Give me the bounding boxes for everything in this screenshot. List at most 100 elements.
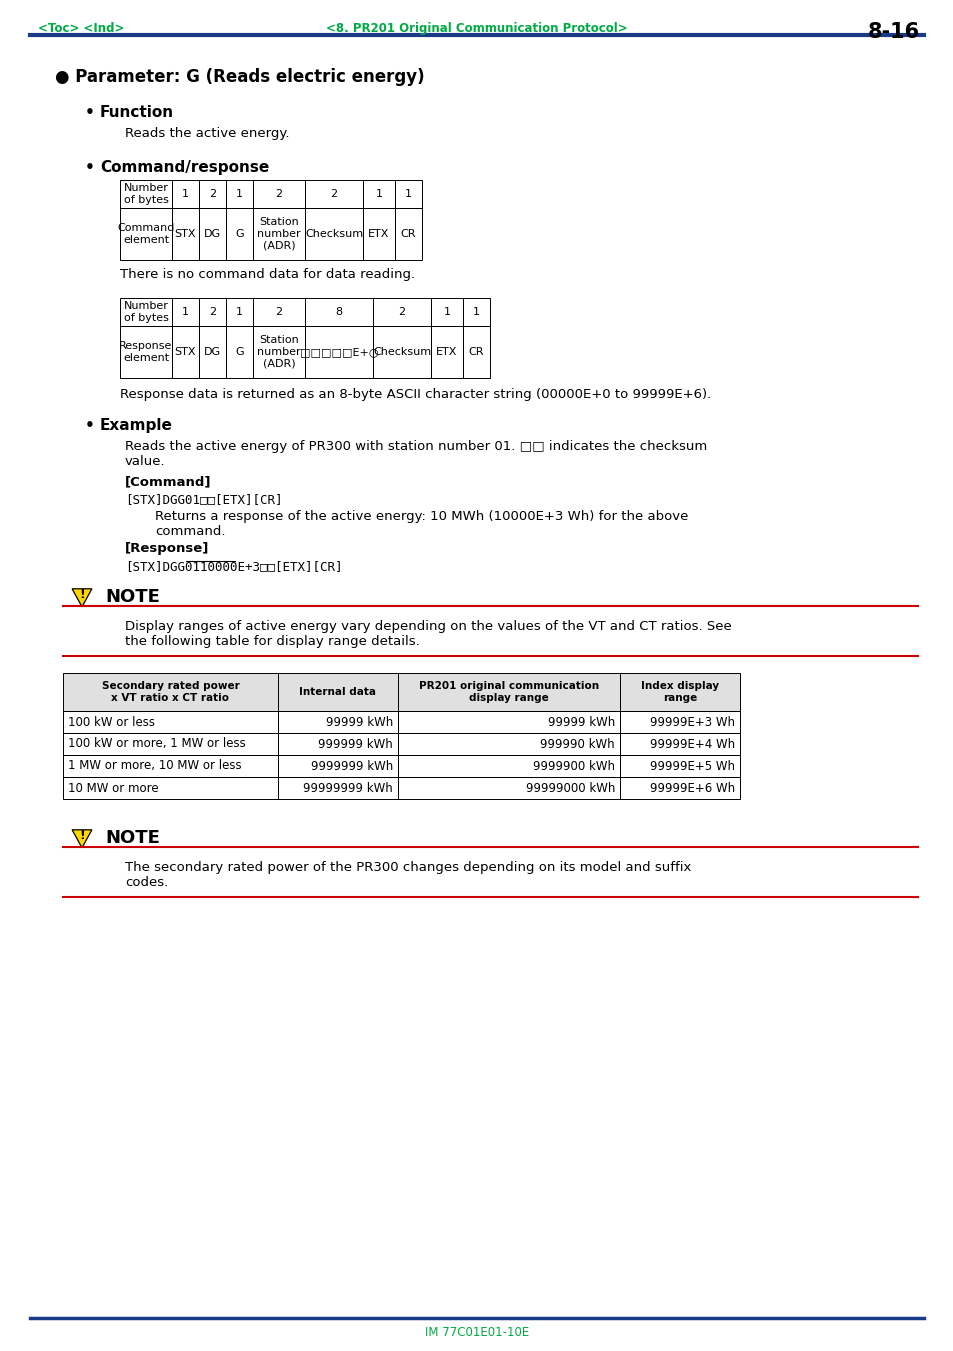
Text: 8-16: 8-16 xyxy=(867,22,919,42)
Bar xyxy=(395,180,421,208)
Text: Number
of bytes: Number of bytes xyxy=(124,301,169,323)
Text: [STX]DGG0110000E+3□□[ETX][CR]: [STX]DGG0110000E+3□□[ETX][CR] xyxy=(125,561,342,573)
Text: Response
element: Response element xyxy=(119,342,172,363)
Text: 99999000 kWh: 99999000 kWh xyxy=(525,781,615,794)
Text: CR: CR xyxy=(468,347,484,357)
Text: The secondary rated power of the PR300 changes depending on its model and suffix: The secondary rated power of the PR300 c… xyxy=(125,861,691,889)
Text: 9999900 kWh: 9999900 kWh xyxy=(533,759,615,773)
Text: 2: 2 xyxy=(398,307,405,317)
Text: NOTE: NOTE xyxy=(105,588,160,607)
Bar xyxy=(462,326,490,378)
Bar xyxy=(253,299,305,326)
Bar xyxy=(226,180,253,208)
Text: 2: 2 xyxy=(275,307,282,317)
Bar xyxy=(172,326,199,378)
Text: 2: 2 xyxy=(209,189,215,199)
Bar xyxy=(277,777,397,798)
Bar xyxy=(305,180,363,208)
Bar xyxy=(305,299,373,326)
Bar xyxy=(199,180,226,208)
Text: Station
number
(ADR): Station number (ADR) xyxy=(257,218,300,250)
Text: 99999E+6 Wh: 99999E+6 Wh xyxy=(649,781,734,794)
Text: 1: 1 xyxy=(182,307,189,317)
Text: •: • xyxy=(85,159,94,176)
Text: 1: 1 xyxy=(405,189,412,199)
Text: [STX]DGG01□□[ETX][CR]: [STX]DGG01□□[ETX][CR] xyxy=(125,493,282,507)
Bar xyxy=(277,673,397,711)
Text: 1: 1 xyxy=(375,189,382,199)
Bar xyxy=(305,208,363,259)
Text: 8: 8 xyxy=(335,307,342,317)
Text: Command
element: Command element xyxy=(117,223,174,245)
Text: Secondary rated power
x VT ratio x CT ratio: Secondary rated power x VT ratio x CT ra… xyxy=(102,681,239,703)
Bar xyxy=(305,326,373,378)
Bar xyxy=(63,755,277,777)
Text: PR201 original communication
display range: PR201 original communication display ran… xyxy=(418,681,598,703)
Text: 1 MW or more, 10 MW or less: 1 MW or more, 10 MW or less xyxy=(68,759,241,773)
Bar xyxy=(253,180,305,208)
Bar xyxy=(226,326,253,378)
Text: DG: DG xyxy=(204,347,221,357)
Text: STX: STX xyxy=(174,230,196,239)
Bar xyxy=(397,755,619,777)
Bar xyxy=(226,299,253,326)
Bar xyxy=(397,673,619,711)
Text: 2: 2 xyxy=(275,189,282,199)
Text: 999999 kWh: 999999 kWh xyxy=(318,738,393,751)
Polygon shape xyxy=(72,589,91,607)
Text: Index display
range: Index display range xyxy=(640,681,719,703)
Text: Response data is returned as an 8-byte ASCII character string (00000E+0 to 99999: Response data is returned as an 8-byte A… xyxy=(120,388,711,401)
Text: Station
number
(ADR): Station number (ADR) xyxy=(257,335,300,369)
Bar xyxy=(619,711,740,734)
Bar xyxy=(619,755,740,777)
Text: 99999999 kWh: 99999999 kWh xyxy=(303,781,393,794)
Text: Example: Example xyxy=(100,417,172,434)
Text: 1: 1 xyxy=(235,189,243,199)
Bar xyxy=(120,180,172,208)
Text: 9999999 kWh: 9999999 kWh xyxy=(311,759,393,773)
Text: 1: 1 xyxy=(235,307,243,317)
Bar xyxy=(397,777,619,798)
Text: Reads the active energy of PR300 with station number 01. □□ indicates the checks: Reads the active energy of PR300 with st… xyxy=(125,440,706,467)
Bar xyxy=(395,208,421,259)
Bar xyxy=(619,777,740,798)
Text: •: • xyxy=(85,105,94,120)
Text: 100 kW or more, 1 MW or less: 100 kW or more, 1 MW or less xyxy=(68,738,246,751)
Bar xyxy=(253,208,305,259)
Bar xyxy=(373,299,431,326)
Text: G: G xyxy=(235,347,244,357)
Text: •: • xyxy=(85,417,94,434)
Text: Function: Function xyxy=(100,105,174,120)
Text: □□□□□E+○: □□□□□E+○ xyxy=(299,347,378,357)
Bar xyxy=(619,673,740,711)
Bar xyxy=(226,208,253,259)
Bar xyxy=(120,326,172,378)
Bar xyxy=(172,180,199,208)
Bar xyxy=(363,180,395,208)
Text: 2: 2 xyxy=(330,189,337,199)
Text: Checksum: Checksum xyxy=(373,347,431,357)
Text: 999990 kWh: 999990 kWh xyxy=(539,738,615,751)
Text: STX: STX xyxy=(174,347,196,357)
Bar xyxy=(277,734,397,755)
Text: <Toc> <Ind>: <Toc> <Ind> xyxy=(38,22,124,35)
Text: 99999 kWh: 99999 kWh xyxy=(325,716,393,728)
Bar xyxy=(462,299,490,326)
Text: Command/response: Command/response xyxy=(100,159,269,176)
Text: ETX: ETX xyxy=(436,347,457,357)
Text: There is no command data for data reading.: There is no command data for data readin… xyxy=(120,267,415,281)
Bar xyxy=(431,299,462,326)
Polygon shape xyxy=(72,830,91,848)
Text: NOTE: NOTE xyxy=(105,830,160,847)
Text: DG: DG xyxy=(204,230,221,239)
Bar xyxy=(172,208,199,259)
Bar xyxy=(199,326,226,378)
Text: 99999E+4 Wh: 99999E+4 Wh xyxy=(649,738,734,751)
Text: ● Parameter: G (Reads electric energy): ● Parameter: G (Reads electric energy) xyxy=(55,68,424,86)
Text: Checksum: Checksum xyxy=(305,230,363,239)
Text: 1: 1 xyxy=(182,189,189,199)
Bar xyxy=(277,711,397,734)
Bar xyxy=(397,711,619,734)
Text: 10 MW or more: 10 MW or more xyxy=(68,781,158,794)
Text: Internal data: Internal data xyxy=(299,688,376,697)
